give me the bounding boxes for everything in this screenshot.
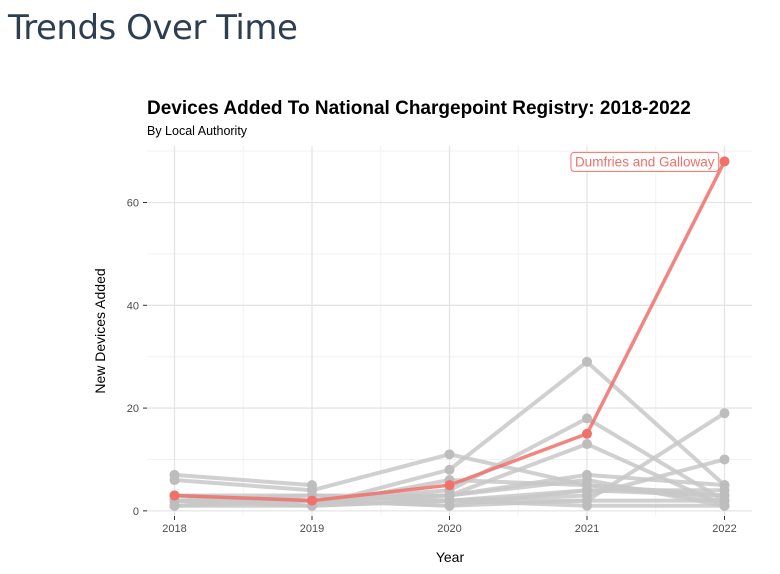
series-label-box xyxy=(570,151,720,172)
series-point xyxy=(169,490,180,501)
x-tick-label: 2018 xyxy=(162,523,186,535)
y-tick-label: 40 xyxy=(127,300,139,312)
chart-title: Devices Added To National Chargepoint Re… xyxy=(147,98,691,119)
series-point xyxy=(719,485,730,496)
series-point xyxy=(719,495,730,506)
series-point xyxy=(582,475,592,486)
series-point xyxy=(444,495,455,506)
series-point xyxy=(444,480,455,491)
x-axis-label: Year xyxy=(436,549,465,565)
x-tick-label: 2021 xyxy=(575,523,599,535)
highlight-series xyxy=(169,156,730,506)
series-point xyxy=(444,464,455,475)
annotation: Dumfries and Galloway xyxy=(570,151,720,172)
series-label: Dumfries and Galloway xyxy=(575,154,715,169)
series-point xyxy=(307,495,317,506)
series-point xyxy=(719,408,730,419)
series-point xyxy=(582,495,592,506)
series-point xyxy=(169,475,180,486)
series-point xyxy=(582,485,592,496)
series-point xyxy=(444,449,455,460)
series-point xyxy=(582,413,592,424)
series-point xyxy=(719,454,730,465)
x-tick-label: 2019 xyxy=(300,523,324,535)
series-line xyxy=(172,472,314,488)
series-point xyxy=(719,156,730,167)
y-axis-label: New Devices Added xyxy=(92,268,108,393)
x-tick-label: 2020 xyxy=(437,523,461,535)
series-point xyxy=(582,439,592,450)
page-title: Trends Over Time xyxy=(8,8,298,48)
axes: 2018 2019 2020 2021 2022 0 20 40 60 xyxy=(127,198,737,535)
series-point xyxy=(582,428,592,439)
chart-subtitle: By Local Authority xyxy=(147,124,248,138)
x-tick-label: 2022 xyxy=(712,523,736,535)
series-point xyxy=(582,356,592,367)
highlight-series-line xyxy=(169,156,730,506)
y-tick-label: 60 xyxy=(127,198,139,210)
y-tick-label: 20 xyxy=(127,403,139,415)
y-tick-label: 0 xyxy=(133,506,139,518)
